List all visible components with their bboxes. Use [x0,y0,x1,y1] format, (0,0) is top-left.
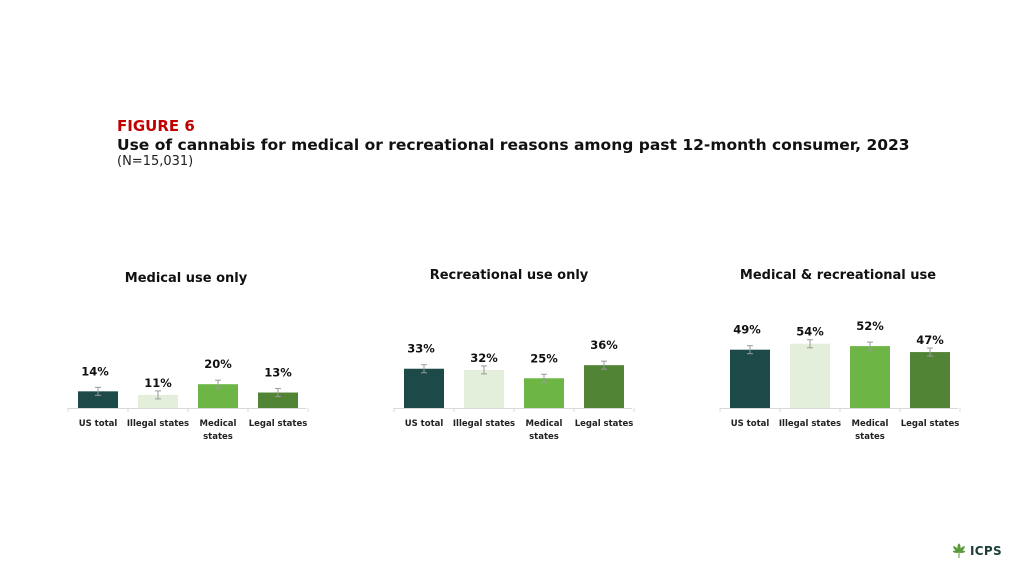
chart-2-category-label-illegal-states: Illegal states [453,419,515,429]
chart-1-category-label-us-total: US total [79,419,118,429]
chart-3-data-label-illegal-states: 54% [796,325,824,339]
chart-1-category-label-medical-states-line-1: Medical [200,419,237,429]
chart-3-title: Medical & recreational use [740,268,936,283]
chart-2-data-label-us-total: 33% [407,342,435,356]
chart-3-bar-us-total [730,349,770,408]
chart-2-category-label-legal-states: Legal states [575,419,634,429]
chart-3-category-label-illegal-states: Illegal states [779,419,841,429]
chart-1-data-label-medical-states: 20% [204,357,232,371]
chart-2-bar-medical-states [524,378,564,408]
chart-3-data-label-legal-states: 47% [916,333,944,347]
chart-2-data-label-medical-states: 25% [530,351,558,365]
chart-3-data-label-us-total: 49% [733,323,761,337]
figure-label: FIGURE 6 [117,117,195,135]
chart-2-bar-illegal-states [464,369,504,408]
chart-1-category-label-medical-states-line-2: states [203,432,233,442]
chart-1-bar-us-total [78,391,118,408]
chart-1-data-label-illegal-states: 11% [144,376,172,390]
chart-1-data-label-us-total: 14% [81,364,109,378]
logo-text: ICPS [970,544,1002,558]
chart-2-bar-legal-states [584,365,624,408]
icps-logo: ICPS [951,543,1002,559]
chart-2-data-label-legal-states: 36% [590,338,618,352]
chart-1-bar-medical-states [198,384,238,408]
chart-3-category-label-legal-states: Legal states [901,419,960,429]
chart-2-category-label-medical-states-line-2: states [529,432,559,442]
chart-1-data-label-legal-states: 13% [264,366,292,380]
chart-2-data-label-illegal-states: 32% [470,351,498,365]
chart-2-category-label-medical-states-line-1: Medical [526,419,563,429]
chart-2-title: Recreational use only [430,268,589,283]
chart-1-bar-illegal-states [138,394,178,408]
figure-subtitle: (N=15,031) [117,154,194,169]
chart-1-category-label-legal-states: Legal states [249,419,308,429]
chart-2-category-label-us-total: US total [405,419,444,429]
figure-title: Use of cannabis for medical or recreatio… [117,136,910,154]
chart-1-bar-legal-states [258,392,298,408]
chart-3-category-label-medical-states-line-2: states [855,432,885,442]
chart-3-bar-medical-states [850,346,890,408]
chart-3-category-label-medical-states-line-1: Medical [852,419,889,429]
chart-3-bar-illegal-states [790,343,830,408]
cannabis-leaf-icon [952,543,966,558]
chart-1-category-label-illegal-states: Illegal states [127,419,189,429]
chart-2-bar-us-total [404,368,444,408]
chart-3-category-label-us-total: US total [731,419,770,429]
chart-3-bar-legal-states [910,352,950,408]
chart-3-data-label-medical-states: 52% [856,319,884,333]
chart-1-title: Medical use only [125,271,248,286]
